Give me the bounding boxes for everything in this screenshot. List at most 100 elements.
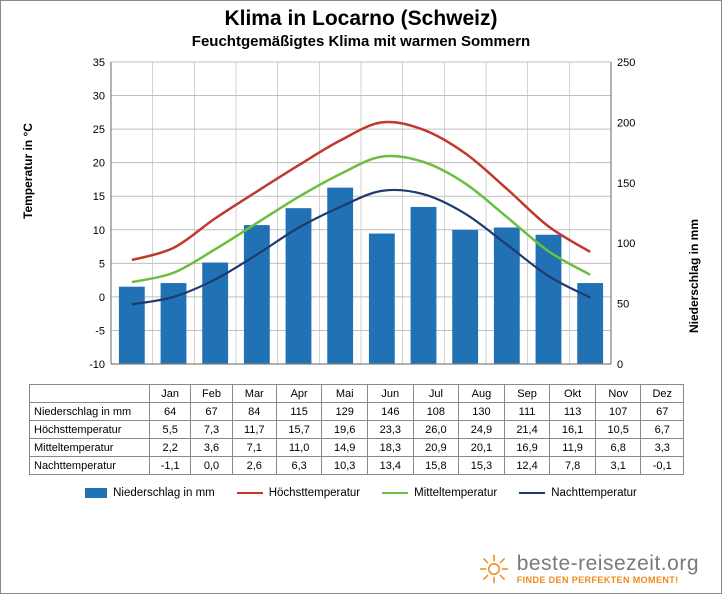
data-cell: 23,3 [368,421,414,439]
svg-text:5: 5 [99,258,105,270]
legend-swatch [237,492,263,495]
data-cell: 2,6 [232,457,276,475]
month-cell: Okt [550,385,596,403]
legend-swatch [382,492,408,495]
data-cell: 5,5 [150,421,191,439]
sun-icon [479,554,509,584]
svg-text:10: 10 [93,225,105,237]
table-row: JanFebMarAprMaiJunJulAugSepOktNovDez [30,385,684,403]
month-cell: Aug [459,385,505,403]
svg-text:15: 15 [93,191,105,203]
data-cell: 13,4 [368,457,414,475]
data-cell: 6,3 [276,457,322,475]
row-label: Niederschlag in mm [30,403,150,421]
data-cell: 11,7 [232,421,276,439]
row-label: Mitteltemperatur [30,439,150,457]
svg-text:20: 20 [93,158,105,170]
month-cell: Feb [191,385,232,403]
svg-text:-10: -10 [89,359,105,371]
svg-text:0: 0 [99,292,105,304]
data-cell: 15,8 [413,457,459,475]
svg-text:100: 100 [617,238,635,250]
data-cell: 3,6 [191,439,232,457]
data-cell: 15,7 [276,421,322,439]
data-cell: 21,4 [504,421,550,439]
month-cell: Nov [595,385,641,403]
month-cell: Mar [232,385,276,403]
data-cell: 20,1 [459,439,505,457]
svg-text:30: 30 [93,91,105,103]
brand-name: beste-reisezeit.org [517,553,699,574]
data-cell: 6,8 [595,439,641,457]
month-cell: Mai [322,385,368,403]
data-cell: 2,2 [150,439,191,457]
brand-text: beste-reisezeit.org FINDE DEN PERFEKTEN … [517,553,699,585]
data-table-area: JanFebMarAprMaiJunJulAugSepOktNovDezNied… [29,384,684,475]
svg-text:-5: -5 [95,325,105,337]
legend-item: Höchsttemperatur [237,487,360,499]
data-cell: 146 [368,403,414,421]
brand-footer: beste-reisezeit.org FINDE DEN PERFEKTEN … [479,553,699,585]
month-cell: Jul [413,385,459,403]
row-label: Nachttemperatur [30,457,150,475]
data-cell: 24,9 [459,421,505,439]
chart-subtitle: Feuchtgemäßigtes Klima mit warmen Sommer… [1,33,721,50]
data-cell: 10,5 [595,421,641,439]
data-cell: 14,9 [322,439,368,457]
brand-tagline: FINDE DEN PERFEKTEN MOMENT! [517,576,699,585]
legend-swatch [519,492,545,495]
chart-title: Klima in Locarno (Schweiz) [1,7,721,31]
data-cell: 7,8 [550,457,596,475]
data-cell: 107 [595,403,641,421]
chart-frame: Klima in Locarno (Schweiz) Feuchtgemäßig… [0,0,722,594]
svg-text:150: 150 [617,178,635,190]
legend-item: Niederschlag in mm [85,487,215,499]
svg-text:200: 200 [617,117,635,129]
legend-item: Nachttemperatur [519,487,637,499]
data-cell: 84 [232,403,276,421]
row-label: Höchsttemperatur [30,421,150,439]
legend-label: Höchsttemperatur [269,487,360,499]
data-cell: 113 [550,403,596,421]
table-corner [30,385,150,403]
legend-item: Mitteltemperatur [382,487,497,499]
data-cell: 111 [504,403,550,421]
svg-text:35: 35 [93,57,105,69]
legend: Niederschlag in mm Höchsttemperatur Mittel… [1,487,721,499]
data-cell: -1,1 [150,457,191,475]
data-cell: 10,3 [322,457,368,475]
table-row: Niederschlag in mm6467841151291461081301… [30,403,684,421]
data-cell: 19,6 [322,421,368,439]
data-cell: 18,3 [368,439,414,457]
month-cell: Dez [641,385,684,403]
data-cell: 115 [276,403,322,421]
data-cell: 12,4 [504,457,550,475]
month-cell: Sep [504,385,550,403]
data-cell: 130 [459,403,505,421]
data-cell: 26,0 [413,421,459,439]
svg-text:25: 25 [93,124,105,136]
svg-text:250: 250 [617,57,635,69]
legend-label: Nachttemperatur [551,487,637,499]
chart-area: Temperatur in °C Niederschlag in mm -10-… [16,54,706,384]
data-cell: -0,1 [641,457,684,475]
month-cell: Apr [276,385,322,403]
data-cell: 15,3 [459,457,505,475]
svg-text:0: 0 [617,359,623,371]
y-axis-left-label: Temperatur in °C [21,123,35,219]
svg-text:50: 50 [617,299,629,311]
legend-label: Mitteltemperatur [414,487,497,499]
data-cell: 6,7 [641,421,684,439]
month-cell: Jan [150,385,191,403]
y-axis-right-label: Niederschlag in mm [687,219,701,333]
data-cell: 67 [191,403,232,421]
data-cell: 3,3 [641,439,684,457]
table-row: Nachttemperatur-1,10,02,66,310,313,415,8… [30,457,684,475]
data-cell: 11,0 [276,439,322,457]
data-cell: 3,1 [595,457,641,475]
legend-swatch [85,488,107,498]
table-row: Mitteltemperatur2,23,67,111,014,918,320,… [30,439,684,457]
climate-plot: -10 -5 0 5 10 15 20 25 30 35 0 50 100 150 200 250 [71,54,651,384]
data-cell: 64 [150,403,191,421]
data-cell: 67 [641,403,684,421]
